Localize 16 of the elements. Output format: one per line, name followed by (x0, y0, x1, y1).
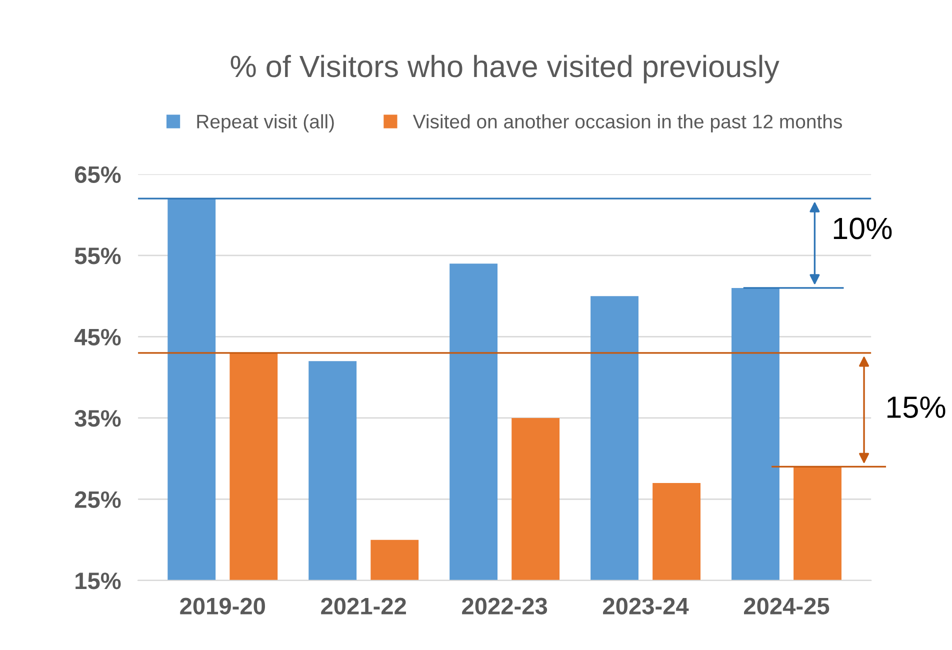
y-tick-label: 45% (74, 328, 121, 346)
y-tick-label: 15% (76, 572, 121, 590)
y-tick-label: 65% (74, 166, 121, 183)
x-tick-label: 2022-23 (462, 598, 548, 614)
text: 15% (888, 396, 946, 418)
y-tick-label: 55% (74, 248, 121, 264)
x-tick-label: 2023-24 (603, 598, 689, 614)
y-tick-label: 35% (74, 410, 121, 427)
x-tick-label: 2021-22 (321, 598, 406, 614)
annotation: 10% (834, 218, 892, 240)
x-tick-label: 2024-25 (744, 598, 830, 614)
legend-label: Repeat visit (all) (197, 114, 334, 132)
legend-label: Visited on another occasion in the past 12 months (412, 114, 842, 132)
chart-title: % of Visitors who have visited previously (230, 54, 780, 84)
y-tick-label: 25% (74, 491, 121, 508)
x-tick-label: 2019-20 (180, 598, 265, 614)
